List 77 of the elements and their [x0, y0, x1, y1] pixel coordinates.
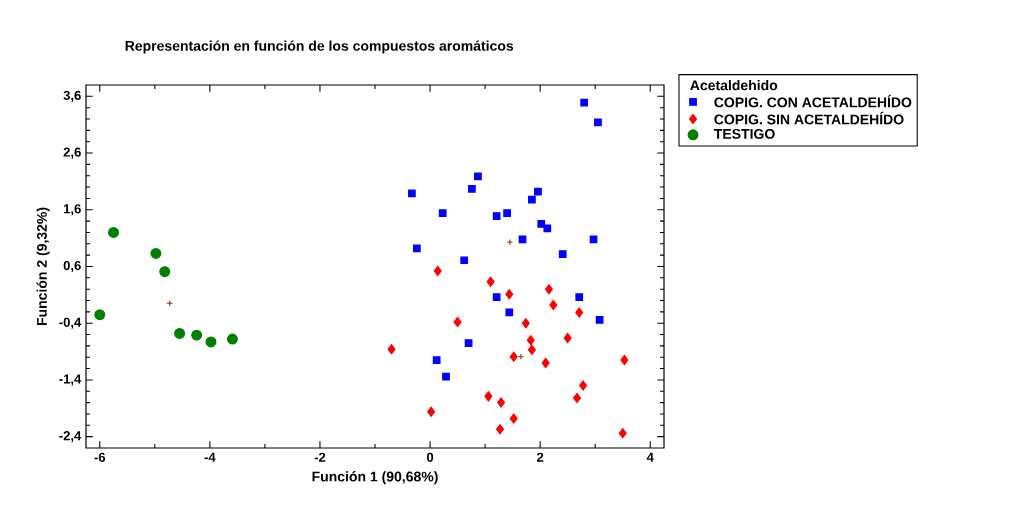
- point: [94, 309, 106, 321]
- y-tick-label: 0,6: [63, 260, 81, 273]
- y-tick-label: -1,4: [59, 374, 82, 386]
- x-tick-label: -4: [204, 452, 216, 462]
- point: [484, 391, 493, 402]
- point: [527, 344, 536, 355]
- point: [460, 256, 469, 265]
- point: [468, 184, 476, 193]
- point: [506, 238, 514, 246]
- point: [159, 266, 171, 278]
- point: [408, 189, 416, 198]
- x-tick-label: 2: [536, 452, 544, 462]
- point: [492, 212, 501, 220]
- point: [517, 353, 525, 361]
- point: [518, 235, 527, 244]
- point: [618, 428, 627, 439]
- point: [505, 289, 514, 300]
- point: [534, 187, 542, 196]
- point: [549, 299, 558, 311]
- point: [464, 339, 473, 347]
- point: [575, 293, 584, 301]
- point: [589, 235, 598, 244]
- y-tick-label: -2,4: [59, 431, 82, 443]
- point: [495, 424, 504, 435]
- point: [412, 244, 421, 253]
- point: [205, 336, 217, 348]
- point: [543, 224, 552, 233]
- point: [486, 276, 495, 287]
- point: [580, 98, 589, 107]
- point: [595, 315, 604, 324]
- point: [174, 327, 186, 339]
- point: [442, 372, 450, 381]
- point: [505, 308, 514, 317]
- point: [433, 265, 442, 277]
- point: [541, 357, 550, 368]
- point: [594, 118, 602, 127]
- point: [528, 195, 536, 204]
- legend-label: COPIG. SIN ACETALDEHÍDO: [714, 111, 904, 125]
- x-axis-title: Función 1 (90,68%): [312, 471, 438, 485]
- point: [526, 335, 535, 346]
- point: [509, 413, 518, 424]
- point: [150, 247, 162, 259]
- point: [474, 172, 482, 181]
- point: [453, 317, 462, 328]
- y-tick-label: -0,4: [59, 317, 82, 329]
- point: [573, 393, 581, 404]
- point: [563, 332, 572, 344]
- chart-title: Representación en función de los compuestos aromáticos: [125, 40, 514, 54]
- point: [427, 406, 436, 417]
- point: [226, 333, 238, 345]
- point: [191, 329, 203, 341]
- x-tick-label: 4: [646, 452, 654, 462]
- point: [620, 355, 629, 366]
- point: [509, 351, 518, 362]
- x-tick-label: -6: [94, 452, 106, 462]
- point: [544, 284, 553, 295]
- point: [492, 293, 501, 301]
- point: [579, 380, 588, 391]
- legend-label: COPIG. CON ACETALDEHÍDO: [714, 94, 912, 108]
- y-tick-label: 1,6: [63, 204, 81, 216]
- point: [438, 209, 447, 218]
- point: [108, 226, 119, 238]
- y-axis-title: Función 2 (9,32%): [36, 207, 50, 326]
- y-tick-label: 2,6: [63, 147, 81, 159]
- y-tick-label: 3,6: [63, 90, 81, 102]
- x-tick-label: 0: [426, 452, 434, 462]
- point: [537, 220, 546, 228]
- point: [432, 356, 441, 364]
- point: [497, 397, 506, 408]
- point: [558, 250, 567, 258]
- x-tick-label: -2: [314, 452, 326, 462]
- point: [503, 209, 511, 218]
- point: [387, 344, 396, 355]
- legend-label: TESTIGO: [714, 128, 775, 139]
- legend-title: Acetaldehido: [690, 79, 778, 91]
- point: [575, 307, 584, 318]
- point: [521, 318, 530, 329]
